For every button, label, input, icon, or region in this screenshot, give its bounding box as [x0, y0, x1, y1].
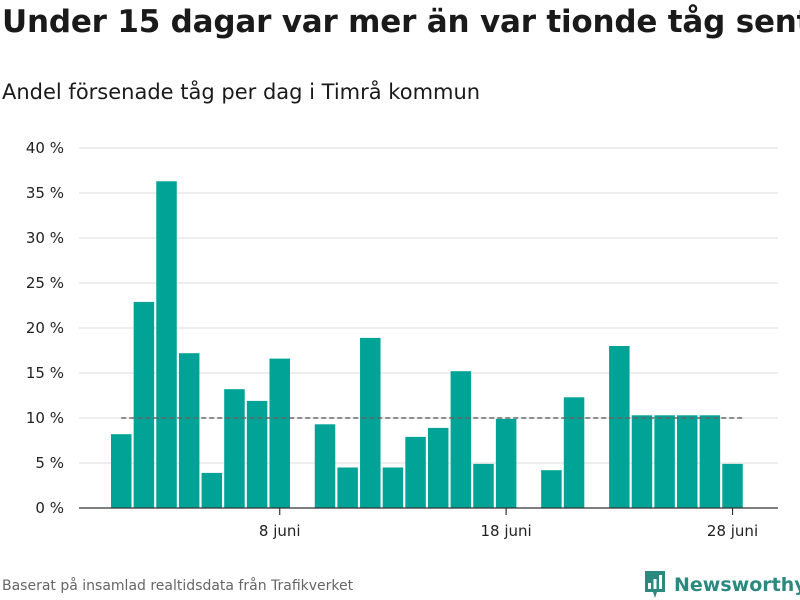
y-tick-label: 15 % [26, 364, 64, 382]
bar [473, 463, 494, 508]
source-note: Baserat på insamlad realtidsdata från Tr… [2, 578, 354, 594]
bar [654, 415, 675, 508]
chart-title: Under 15 dagar var mer än var tionde tåg… [2, 4, 800, 40]
y-tick-label: 40 % [26, 139, 64, 157]
y-tick-label: 25 % [26, 274, 64, 292]
bar [699, 415, 721, 508]
bar [722, 463, 743, 508]
bar [178, 353, 200, 508]
x-tick-label: 8 juni [259, 522, 301, 540]
x-tick-label: 28 juni [707, 522, 758, 540]
bar [382, 467, 404, 508]
bar [563, 397, 585, 508]
bars [111, 181, 743, 509]
bar [609, 346, 630, 508]
bar [133, 301, 155, 508]
bar [495, 418, 517, 508]
newsworthy-logo-icon [645, 571, 665, 598]
bar [450, 371, 472, 508]
bar [631, 415, 653, 508]
bar [337, 467, 358, 508]
bar [677, 415, 698, 508]
bar [427, 427, 449, 508]
x-tick-label: 18 juni [481, 522, 532, 540]
y-tick-label: 5 % [35, 454, 64, 472]
gridlines [79, 147, 778, 464]
x-axis: 8 juni 18 juni 28 juni [79, 507, 778, 540]
bar [314, 424, 336, 508]
y-tick-label: 0 % [35, 499, 64, 517]
bar [360, 337, 381, 508]
bar [269, 358, 290, 508]
brand[interactable]: Newsworthy [643, 570, 800, 600]
y-tick-label: 20 % [26, 319, 64, 337]
bar [111, 434, 132, 508]
y-tick-label: 10 % [26, 409, 64, 427]
bar [405, 436, 426, 508]
bar [246, 400, 268, 508]
brand-name: Newsworthy [674, 574, 800, 596]
y-tick-label: 35 % [26, 184, 64, 202]
bar [156, 181, 177, 509]
bar [541, 470, 562, 508]
bar [224, 389, 245, 508]
y-tick-label: 30 % [26, 229, 64, 247]
y-axis-labels: 0 % 5 % 10 % 15 % 20 % 25 % 30 % 35 % 40 % [26, 139, 64, 517]
bar [201, 472, 223, 508]
chart-subtitle: Andel försenade tåg per dag i Timrå komm… [2, 80, 481, 104]
